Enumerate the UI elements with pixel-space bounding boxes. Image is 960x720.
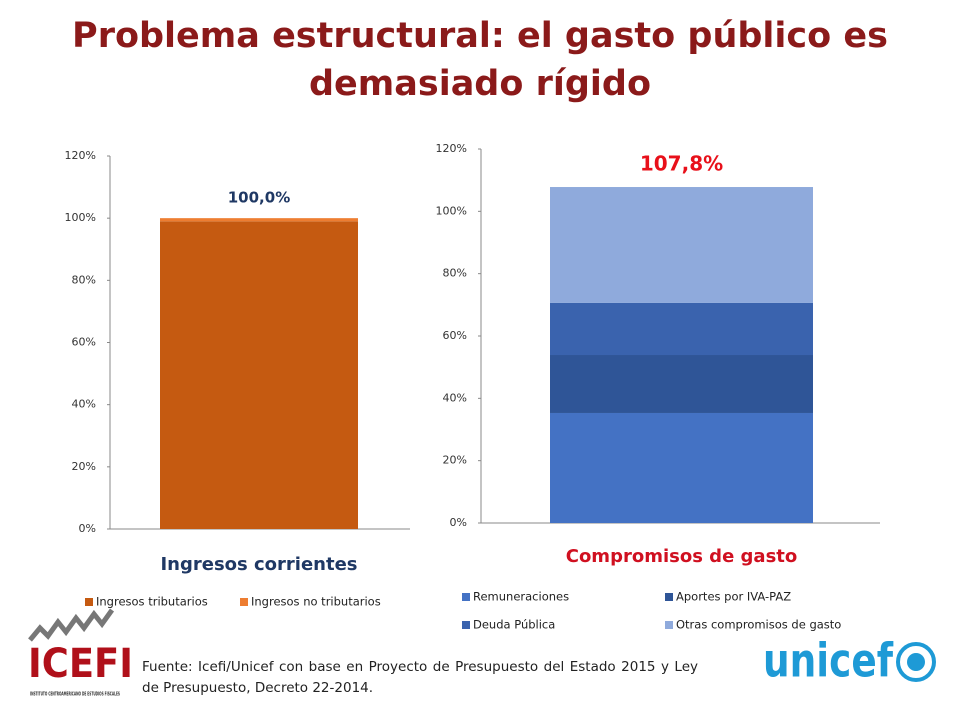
total-label: 107,8% <box>640 152 723 176</box>
y-tick-label: 120% <box>65 149 96 162</box>
bar-segment <box>550 355 813 413</box>
bar-segment <box>550 187 813 303</box>
legend-swatch <box>462 593 470 601</box>
y-tick-label: 60% <box>443 329 467 342</box>
y-tick-label: 60% <box>72 336 96 349</box>
category-label: Compromisos de gasto <box>566 546 798 567</box>
y-tick-label: 80% <box>443 267 467 280</box>
y-tick-label: 100% <box>436 204 467 217</box>
legend-label: Remuneraciones <box>473 590 569 604</box>
icefi-logo: ICEFI INSTITUTO CENTROAMERICANO DE ESTUD… <box>28 608 133 698</box>
legend-label: Ingresos tributarios <box>96 595 208 609</box>
unicef-text: unicef <box>763 634 894 688</box>
slide-title: Problema estructural: el gasto público e… <box>72 16 888 104</box>
y-tick-label: 20% <box>72 460 96 473</box>
y-tick-label: 20% <box>443 454 467 467</box>
unicef-globe-inner <box>907 653 925 671</box>
unicef-globe <box>896 642 936 682</box>
legend-swatch <box>85 598 93 606</box>
icefi-subtitle: INSTITUTO CENTROAMERICANO DE ESTUDIOS FI… <box>30 692 120 698</box>
total-label: 100,0% <box>228 189 290 207</box>
unicef-logo: unicef <box>763 634 936 688</box>
y-tick-label: 100% <box>65 211 96 224</box>
y-tick-label: 40% <box>72 398 96 411</box>
category-label: Ingresos corrientes <box>160 554 357 575</box>
legend-label: Otras compromisos de gasto <box>676 618 841 632</box>
y-tick-label: 0% <box>79 522 96 535</box>
y-tick-label: 40% <box>443 391 467 404</box>
legend-swatch <box>665 621 673 629</box>
source-note: Fuente: Icefi/Unicef con base en Proyect… <box>142 659 698 696</box>
legend-swatch <box>665 593 673 601</box>
icefi-text: ICEFI <box>28 641 133 687</box>
bar-segment <box>550 412 813 523</box>
legend-label: Aportes por IVA-PAZ <box>676 590 791 604</box>
legend-label: Deuda Pública <box>473 618 555 632</box>
bar-segment <box>550 302 813 356</box>
bar-segment <box>160 218 358 222</box>
y-tick-label: 0% <box>450 516 467 529</box>
legend-swatch <box>462 621 470 629</box>
y-tick-label: 80% <box>72 273 96 286</box>
icefi-zigzag <box>28 608 115 642</box>
bar-segment <box>160 221 358 529</box>
legend-label: Ingresos no tributarios <box>251 595 381 609</box>
legend-swatch <box>240 598 248 606</box>
y-tick-label: 120% <box>436 142 467 155</box>
